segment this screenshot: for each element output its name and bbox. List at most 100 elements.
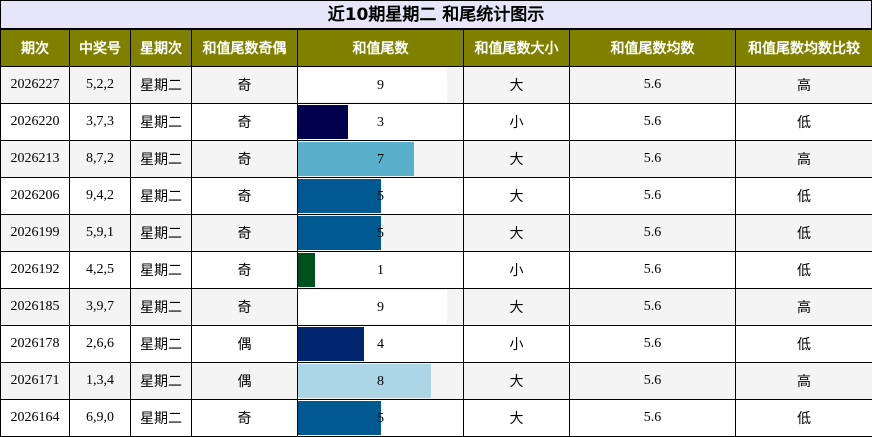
cell-avg: 5.6: [570, 252, 736, 289]
cell-tail: 4: [298, 326, 464, 363]
table-header: 期次 中奖号 星期次 和值尾数奇偶 和值尾数 和值尾数大小 和值尾数均数 和值尾…: [1, 30, 872, 67]
cell-avg: 5.6: [570, 67, 736, 104]
tail-bar: [298, 253, 315, 287]
cell-issue: 2026213: [1, 141, 70, 178]
cell-numbers: 5,9,1: [70, 215, 131, 252]
tail-bar: [298, 290, 447, 324]
cell-compare: 低: [736, 252, 872, 289]
cell-numbers: 2,6,6: [70, 326, 131, 363]
cell-issue: 2026178: [1, 326, 70, 363]
header-compare: 和值尾数均数比较: [736, 30, 872, 67]
tail-value: 5: [377, 226, 384, 241]
cell-weekday: 星期二: [131, 363, 192, 400]
cell-compare: 低: [736, 326, 872, 363]
cell-parity: 奇: [192, 141, 298, 178]
cell-compare: 高: [736, 363, 872, 400]
cell-weekday: 星期二: [131, 289, 192, 326]
header-issue: 期次: [1, 30, 70, 67]
header-parity: 和值尾数奇偶: [192, 30, 298, 67]
tail-value: 1: [377, 263, 384, 278]
cell-numbers: 5,2,2: [70, 67, 131, 104]
cell-avg: 5.6: [570, 215, 736, 252]
cell-weekday: 星期二: [131, 252, 192, 289]
cell-size: 大: [464, 178, 570, 215]
cell-tail: 5: [298, 178, 464, 215]
cell-weekday: 星期二: [131, 326, 192, 363]
cell-numbers: 3,9,7: [70, 289, 131, 326]
cell-issue: 2026185: [1, 289, 70, 326]
cell-weekday: 星期二: [131, 67, 192, 104]
cell-issue: 2026227: [1, 67, 70, 104]
cell-tail: 7: [298, 141, 464, 178]
tail-value: 9: [377, 78, 384, 93]
cell-numbers: 9,4,2: [70, 178, 131, 215]
cell-avg: 5.6: [570, 289, 736, 326]
cell-avg: 5.6: [570, 363, 736, 400]
cell-issue: 2026192: [1, 252, 70, 289]
tail-bar: [298, 327, 364, 361]
cell-weekday: 星期二: [131, 141, 192, 178]
cell-avg: 5.6: [570, 326, 736, 363]
cell-compare: 高: [736, 67, 872, 104]
cell-compare: 高: [736, 289, 872, 326]
cell-compare: 低: [736, 215, 872, 252]
cell-issue: 2026206: [1, 178, 70, 215]
header-numbers: 中奖号: [70, 30, 131, 67]
cell-compare: 低: [736, 178, 872, 215]
cell-parity: 奇: [192, 178, 298, 215]
cell-avg: 5.6: [570, 400, 736, 437]
cell-parity: 奇: [192, 104, 298, 141]
cell-issue: 2026199: [1, 215, 70, 252]
cell-size: 大: [464, 141, 570, 178]
stats-table: 期次 中奖号 星期次 和值尾数奇偶 和值尾数 和值尾数大小 和值尾数均数 和值尾…: [0, 29, 872, 437]
cell-parity: 奇: [192, 67, 298, 104]
cell-numbers: 1,3,4: [70, 363, 131, 400]
cell-avg: 5.6: [570, 104, 736, 141]
cell-size: 小: [464, 104, 570, 141]
cell-tail: 3: [298, 104, 464, 141]
cell-tail: 9: [298, 289, 464, 326]
cell-numbers: 4,2,5: [70, 252, 131, 289]
cell-numbers: 6,9,0: [70, 400, 131, 437]
cell-compare: 低: [736, 104, 872, 141]
tail-value: 5: [377, 189, 384, 204]
cell-weekday: 星期二: [131, 104, 192, 141]
cell-avg: 5.6: [570, 141, 736, 178]
cell-tail: 1: [298, 252, 464, 289]
tail-value: 9: [377, 300, 384, 315]
header-tail: 和值尾数: [298, 30, 464, 67]
cell-tail: 9: [298, 67, 464, 104]
tail-bar: [298, 142, 414, 176]
cell-parity: 奇: [192, 252, 298, 289]
cell-size: 大: [464, 400, 570, 437]
cell-size: 大: [464, 363, 570, 400]
tail-value: 7: [377, 152, 384, 167]
cell-parity: 奇: [192, 400, 298, 437]
cell-parity: 奇: [192, 289, 298, 326]
tail-bar: [298, 68, 447, 102]
cell-size: 小: [464, 326, 570, 363]
page-title: 近10期星期二 和尾统计图示: [0, 0, 872, 29]
header-weekday: 星期次: [131, 30, 192, 67]
tail-value: 8: [377, 374, 384, 389]
cell-size: 大: [464, 215, 570, 252]
cell-size: 大: [464, 67, 570, 104]
cell-avg: 5.6: [570, 178, 736, 215]
cell-compare: 高: [736, 141, 872, 178]
tail-bar: [298, 401, 381, 435]
tail-value: 5: [377, 411, 384, 426]
cell-issue: 2026171: [1, 363, 70, 400]
cell-tail: 5: [298, 215, 464, 252]
cell-issue: 2026220: [1, 104, 70, 141]
cell-size: 大: [464, 289, 570, 326]
tail-bar: [298, 364, 431, 398]
